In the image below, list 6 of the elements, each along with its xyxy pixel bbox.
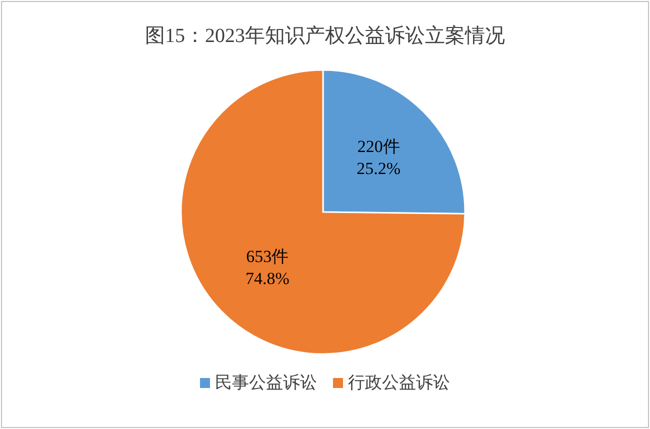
chart-title: 图15：2023年知识产权公益诉讼立案情况 xyxy=(145,24,505,47)
data-label: 220件 25.2% xyxy=(356,137,401,178)
data-label: 653件 74.8% xyxy=(245,246,290,288)
legend-label: 民事公益诉讼 xyxy=(215,373,317,392)
pie-slice xyxy=(180,69,466,355)
legend-label: 行政公益诉讼 xyxy=(348,373,450,392)
